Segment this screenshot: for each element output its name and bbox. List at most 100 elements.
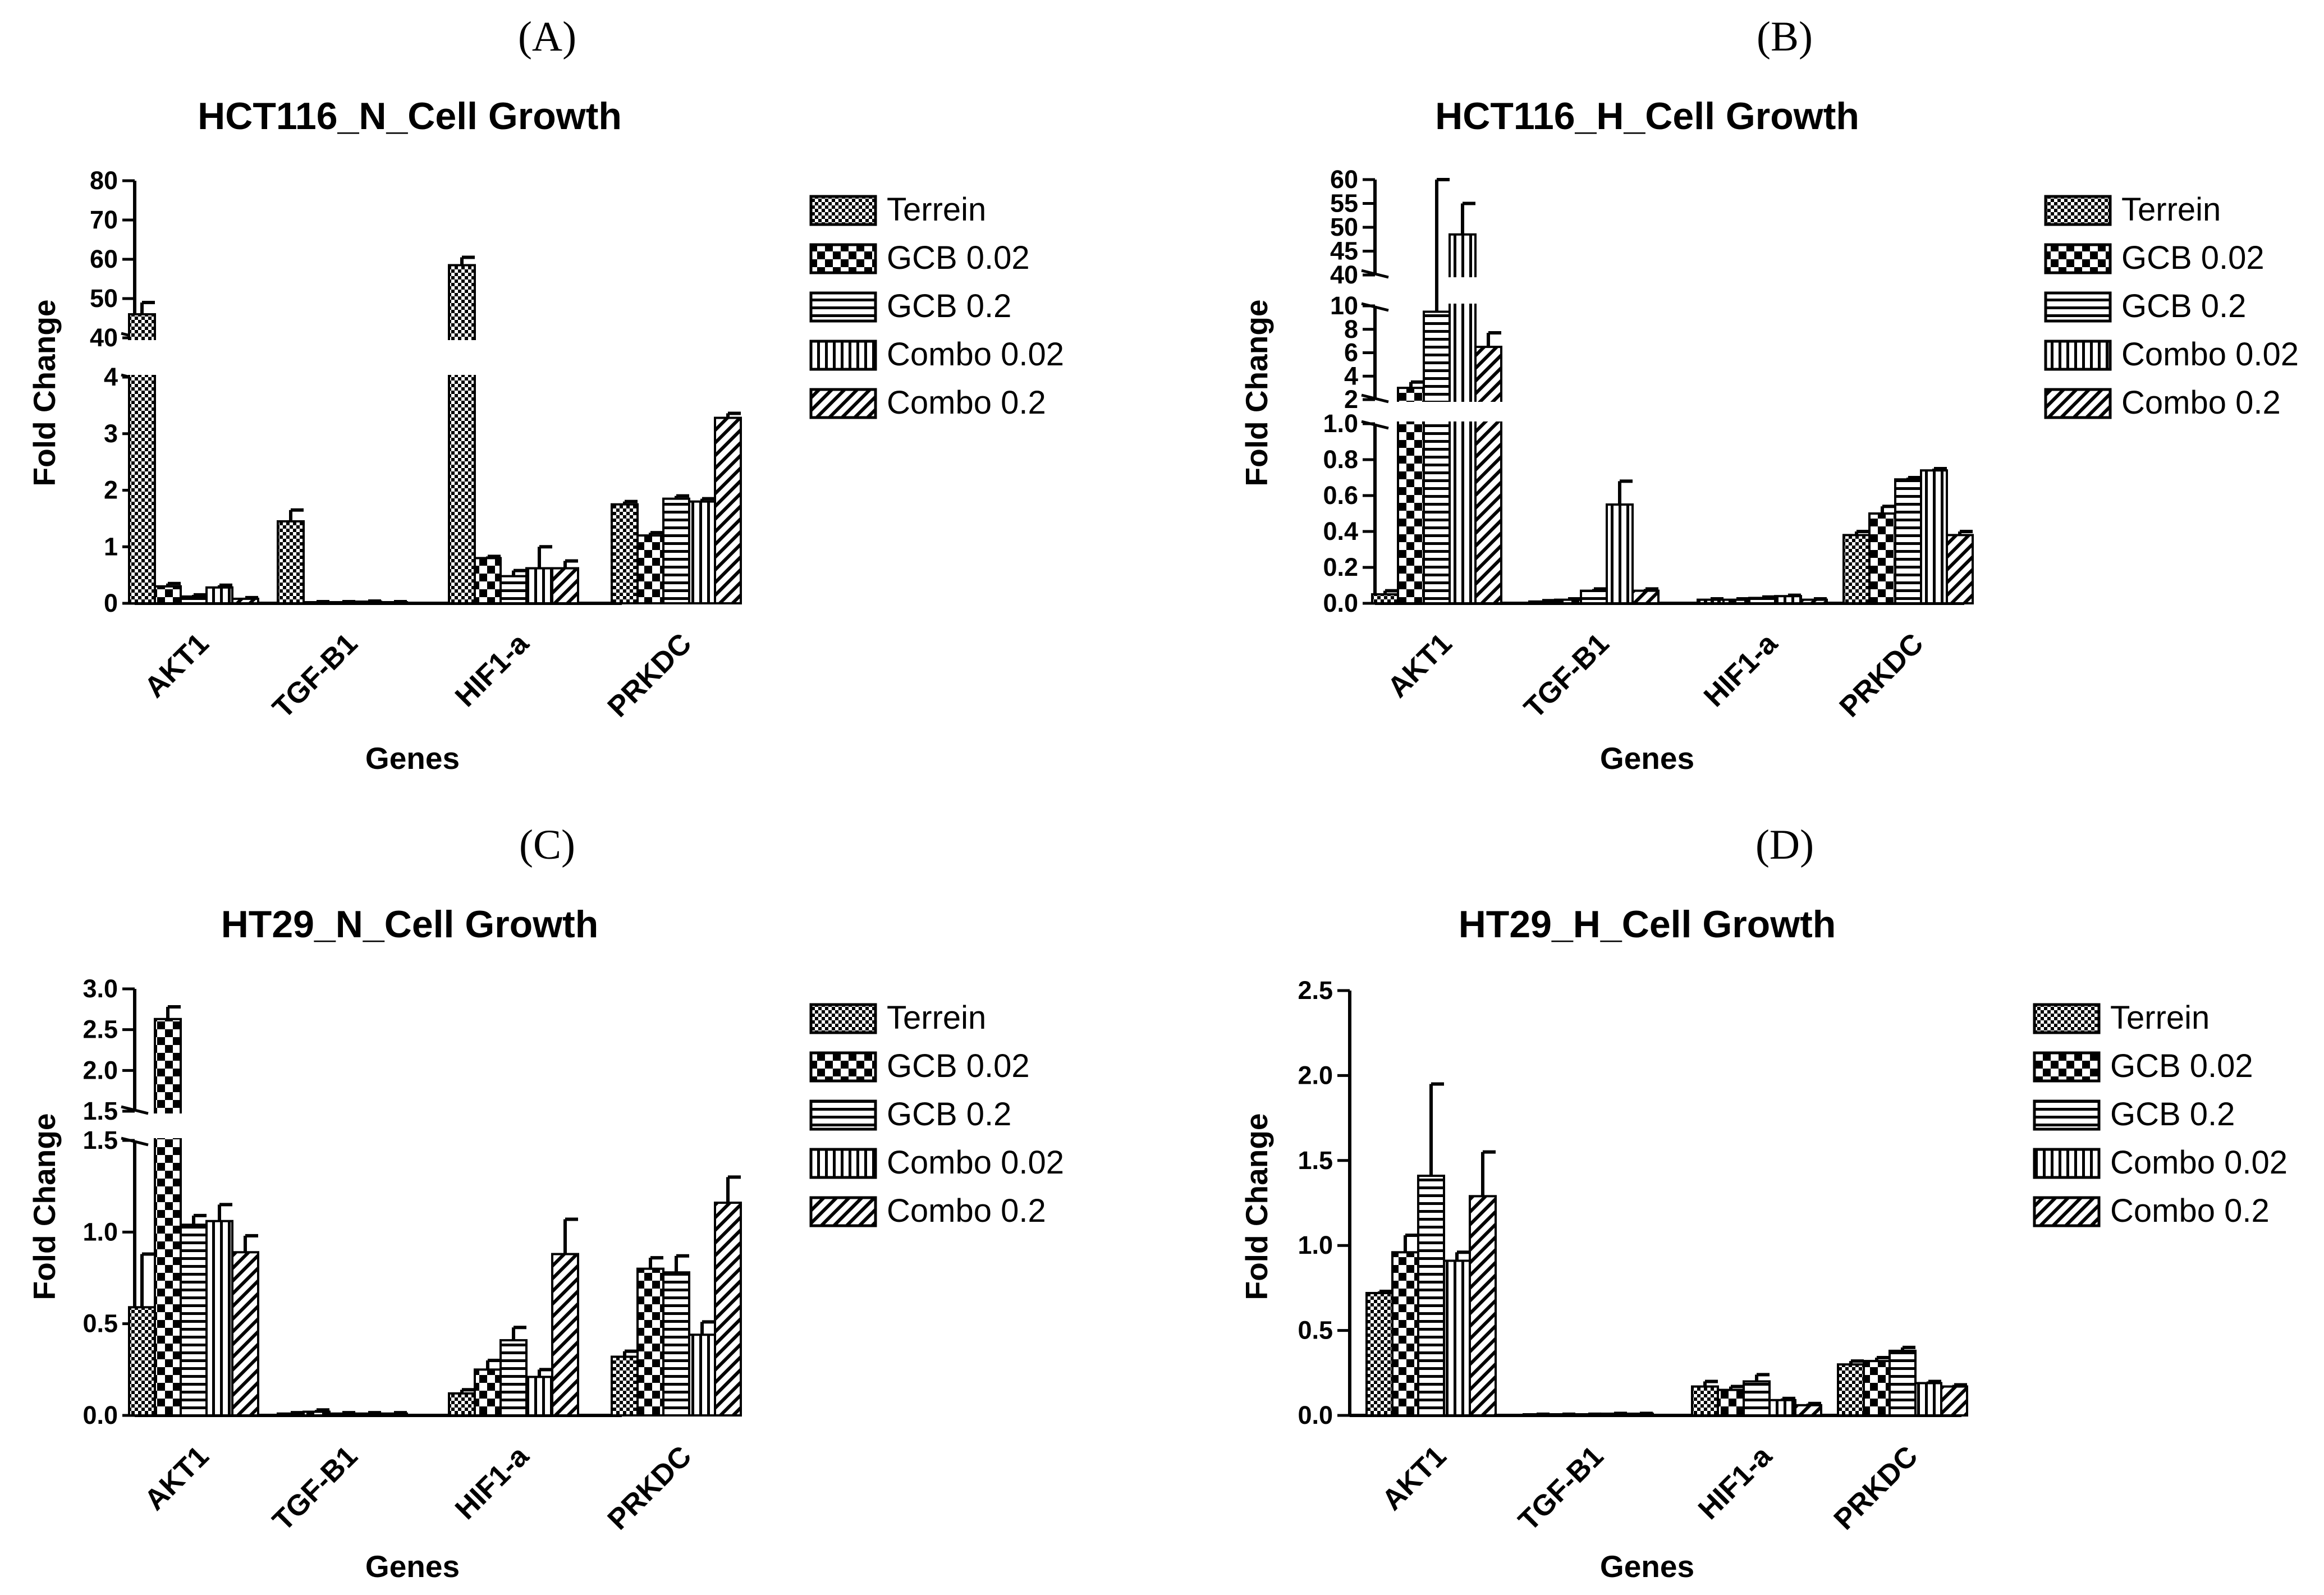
bar-gcb-0-2-prkdc	[662, 497, 690, 604]
y-axis-label: Fold Change	[1239, 299, 1274, 486]
y-tick-label: 2.0	[1298, 1061, 1333, 1089]
legend-label-combo-0-2: Combo 0.2	[2121, 384, 2281, 421]
legend-label-combo-0-2: Combo 0.2	[887, 1193, 1046, 1229]
y-tick-label: 0.0	[1298, 1401, 1333, 1429]
legend-label-gcb-0-2: GCB 0.2	[887, 1096, 1011, 1133]
legend-label-gcb-0-02: GCB 0.02	[887, 1048, 1030, 1084]
legend-label-combo-0-02: Combo 0.02	[2121, 336, 2299, 373]
bar-gcb-0-2-hif1-a	[499, 1339, 528, 1417]
legend-swatch-gcb-0-2	[2033, 1099, 2101, 1131]
chart-title: HCT116_H_Cell Growth	[1435, 95, 1859, 138]
bar-gcb-0-02-hif1-a	[474, 557, 502, 605]
bar-combo-0-02-akt1	[1443, 1259, 1471, 1417]
x-axis-label: Genes	[1600, 741, 1694, 776]
bar-gcb-0-2-akt1	[180, 1223, 208, 1417]
legend-label-gcb-0-02: GCB 0.02	[887, 240, 1030, 276]
y-tick-label: 0	[104, 589, 118, 617]
bar-combo-0-2-akt1	[1474, 346, 1502, 604]
x-tick-label: TGF-B1	[267, 1440, 364, 1537]
panel-c: (C) HT29_N_Cell Growth 0.0 0.5 1.0 1.51.5 2.0 2…	[27, 822, 1064, 1584]
y-tick-label: 3	[104, 419, 118, 448]
x-tick-label: TGF-B1	[1512, 1440, 1610, 1537]
y-tick-label: 60	[1330, 165, 1358, 194]
bar-terrein-akt1	[1365, 1291, 1394, 1417]
y-tick-label: 0.2	[1323, 553, 1358, 581]
y-tick-label: 0.5	[82, 1309, 118, 1338]
bar-gcb-0-02-hif1-a	[474, 1368, 502, 1417]
x-tick-label: HIF1-a	[449, 1440, 535, 1526]
legend-swatch-gcb-0-02	[2044, 243, 2112, 274]
legend-label-gcb-0-2: GCB 0.2	[2110, 1096, 2235, 1133]
y-axis-label: Fold Change	[1239, 1113, 1274, 1300]
legend-swatch-gcb-0-02	[809, 243, 877, 274]
bar-terrein-akt1	[1371, 593, 1399, 604]
legend-label-combo-0-02: Combo 0.02	[2110, 1144, 2288, 1181]
y-tick-label: 60	[90, 245, 118, 273]
x-axis-label: Genes	[365, 741, 460, 776]
legend-swatch-combo-0-02	[809, 340, 877, 371]
y-tick-label: 1.5	[1298, 1146, 1333, 1175]
legend-label-combo-0-2: Combo 0.2	[887, 384, 1046, 421]
x-tick-label: TGF-B1	[267, 627, 364, 725]
chart-title: HT29_H_Cell Growth	[1459, 903, 1836, 946]
x-tick-label: HIF1-a	[449, 627, 535, 713]
bar-gcb-0-2-akt1	[180, 595, 208, 605]
legend-label-terrein: Terrein	[887, 191, 986, 228]
x-tick-label: HIF1-a	[1698, 627, 1784, 713]
y-tick-label: 0.0	[82, 1401, 118, 1429]
y-tick-label: 1.0	[1323, 409, 1358, 438]
bar-combo-0-02-hif1-a	[1768, 1399, 1796, 1417]
panel-letter: (A)	[518, 13, 576, 60]
x-tick-label: PRKDC	[602, 627, 698, 723]
y-tick-label: 2	[104, 476, 118, 505]
x-axis-label: Genes	[365, 1549, 460, 1584]
bar-gcb-0-2-hif1-a	[499, 575, 528, 605]
legend-label-terrein: Terrein	[2110, 1000, 2210, 1036]
axis-break-mark	[1361, 302, 1389, 312]
bar-combo-0-2-hif1-a	[551, 567, 579, 604]
legend-swatch-combo-0-02	[809, 1148, 877, 1179]
y-tick-label: 0.4	[1323, 517, 1358, 546]
legend-label-terrein: Terrein	[887, 1000, 986, 1036]
bar-terrein-prkdc	[611, 503, 639, 604]
bar-gcb-0-2-akt1	[1417, 1175, 1445, 1417]
y-tick-label: 80	[90, 166, 118, 195]
chart-title: HCT116_N_Cell Growth	[198, 95, 622, 138]
bar-gcb-0-2-hif1-a	[1743, 1380, 1771, 1417]
bar-break-gap	[1474, 402, 1502, 421]
legend-swatch-gcb-0-02	[809, 1051, 877, 1083]
bar-combo-0-2-akt1	[1469, 1195, 1497, 1417]
y-tick-label: 2.0	[82, 1056, 118, 1084]
x-tick-label: AKT1	[1381, 627, 1458, 704]
bar-terrein-hif1-a	[1691, 1385, 1719, 1417]
bar-gcb-0-02-hif1-a	[1717, 1388, 1745, 1417]
x-tick-label: HIF1-a	[1692, 1440, 1778, 1526]
bar-terrein-tgf-b1	[277, 520, 305, 604]
y-tick-label: 55	[1330, 189, 1358, 218]
bar-combo-0-02-tgf-b1	[1606, 503, 1634, 604]
bar-break-gap	[1423, 402, 1451, 421]
y-tick-label: 40	[90, 323, 118, 352]
bar-combo-0-2-tgf-b1	[1631, 589, 1660, 604]
bar-combo-0-2-hif1-a	[551, 1253, 579, 1417]
legend-swatch-gcb-0-2	[809, 291, 877, 323]
legend-swatch-terrein	[809, 195, 877, 226]
bar-break-gap	[154, 1113, 182, 1138]
bar-gcb-0-02-prkdc	[1868, 512, 1896, 604]
bar-combo-0-02-prkdc	[688, 1333, 716, 1417]
bar-combo-0-02-prkdc	[1914, 1382, 1942, 1417]
y-tick-label: 10	[1330, 291, 1358, 320]
y-tick-label: 2	[1344, 385, 1358, 414]
bar-combo-0-02-hif1-a	[1774, 595, 1802, 604]
y-tick-label: 1.0	[82, 1217, 118, 1246]
legend-swatch-combo-0-02	[2044, 340, 2112, 371]
legend-swatch-combo-0-2	[809, 1196, 877, 1227]
legend-label-gcb-0-2: GCB 0.2	[2121, 288, 2246, 324]
y-axis-label: Fold Change	[27, 299, 62, 486]
x-tick-label: PRKDC	[602, 1440, 698, 1536]
bar-combo-0-2-prkdc	[714, 1202, 742, 1417]
bar-gcb-0-02-prkdc	[636, 534, 664, 604]
bar-combo-0-02-prkdc	[688, 500, 716, 605]
y-tick-label: 70	[90, 205, 118, 234]
